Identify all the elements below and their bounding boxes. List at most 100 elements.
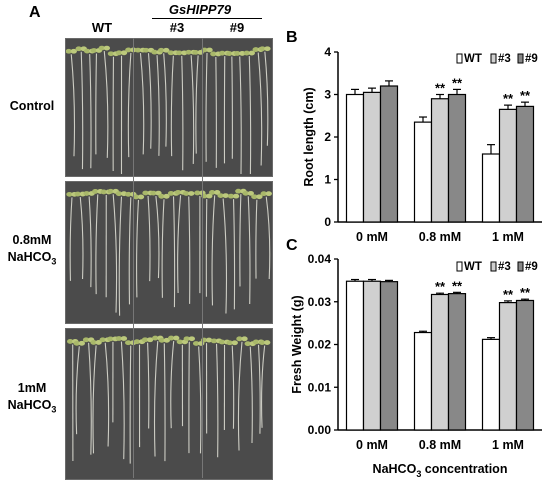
significance-label: ** (520, 285, 531, 300)
seedling-leaf (264, 46, 271, 52)
seedling-leaf (247, 190, 254, 196)
y-tick-label: 0.02 (308, 338, 332, 352)
seedling-leaf (151, 49, 158, 55)
x-tick-label: 1 mM (492, 230, 524, 244)
seedling-leaf (265, 191, 272, 197)
seedling-root (257, 52, 263, 166)
seedling-leaf (252, 47, 259, 52)
significance-label: ** (435, 81, 446, 96)
bar (515, 299, 535, 431)
seedling-root (181, 55, 184, 171)
seedling-root (112, 194, 118, 313)
seedling-leaf (188, 336, 195, 342)
x-tick-label: 1 mM (492, 438, 524, 452)
seedling-leaf (252, 339, 260, 345)
seedling-root (139, 53, 145, 155)
seedling-leaf (150, 190, 157, 196)
seedling-leaf (167, 191, 175, 196)
seedling-root (222, 198, 228, 314)
seedling-root (88, 342, 92, 455)
gene-underline (152, 18, 262, 19)
chart-fresh-weight: 0.00 0.01 0.02 0.03 0.04 Fresh Weight (g) 0 mM… (290, 252, 542, 479)
seedling-leaf (183, 191, 190, 196)
panel-b-letter: B (286, 29, 298, 46)
seedling-leaf (218, 339, 226, 345)
seedling-leaf (258, 340, 266, 345)
seedling-leaf (100, 189, 107, 195)
seedling-leaf (244, 341, 251, 347)
legend-label: #3 (498, 53, 511, 65)
seedling-photo-0-8mm (65, 181, 273, 324)
seedling-leaf (227, 193, 235, 199)
seedling-root (136, 199, 140, 298)
seedling-leaf (243, 50, 250, 56)
seedling-root (156, 55, 160, 156)
significance-label: ** (520, 88, 531, 103)
seedling-root (177, 195, 182, 294)
seedling-leaf (115, 336, 123, 341)
seedling-root (198, 346, 202, 454)
seedling-root (249, 346, 253, 444)
seedling-root (70, 54, 76, 157)
legend-swatch (490, 261, 497, 272)
seedling-leaf (142, 47, 150, 53)
seedling-leaf (251, 194, 258, 200)
seedling-leaf (167, 335, 175, 341)
seedling-leaf (107, 51, 115, 57)
seedling-leaf (132, 194, 140, 200)
seedling-root (118, 196, 123, 316)
seedling-photo-control (65, 38, 273, 177)
seedling-leaf (107, 188, 114, 194)
seedling-root (205, 52, 208, 162)
bar (515, 105, 535, 223)
bar (430, 98, 450, 223)
legend-swatch (490, 53, 497, 64)
column-header-wt: WT (91, 20, 113, 35)
seedling-leaf (234, 51, 241, 56)
bar (413, 331, 433, 431)
seedling-leaf (176, 339, 184, 345)
seedling-root (264, 51, 269, 146)
seedling-leaf (103, 45, 110, 51)
seedling-leaf (83, 191, 90, 196)
seedling-root (248, 56, 252, 175)
seedling-leaf (75, 46, 82, 52)
seedling-leaf (90, 340, 97, 345)
seedling-leaf (70, 48, 77, 54)
seedling-leaf (98, 45, 105, 51)
seedling-leaf (260, 191, 267, 197)
bar (379, 85, 399, 223)
seedling-leaf (125, 340, 132, 346)
significance-label: ** (452, 75, 463, 90)
seedling-root (231, 56, 233, 159)
significance-label: ** (503, 91, 514, 106)
seedling-root (257, 344, 261, 434)
seedlings-1mm (66, 335, 271, 464)
seedling-leaf (158, 47, 165, 53)
legend-label: #3 (498, 261, 511, 273)
seedling-root (80, 51, 84, 170)
seedlings-control (66, 45, 271, 175)
seedling-leaf (205, 337, 213, 343)
x-tick-label: 0.8 mM (419, 230, 461, 244)
seedling-leaf (232, 193, 240, 199)
bar (345, 280, 365, 431)
bar (481, 338, 501, 431)
seedling-leaf (174, 189, 182, 195)
y-tick-label: 0.03 (308, 295, 332, 309)
seedling-leaf (235, 188, 242, 194)
seedling-root (89, 54, 92, 169)
panel-c-letter: C (286, 237, 298, 254)
seedling-leaf (172, 335, 180, 341)
seedling-root (170, 341, 175, 429)
significance-label: ** (503, 287, 514, 302)
seedling-photo-1mm (65, 328, 273, 480)
seedling-root (95, 53, 97, 155)
seedling-leaf (115, 50, 123, 56)
bar (362, 91, 382, 223)
seedling-leaf (176, 50, 183, 56)
seedling-root (265, 196, 271, 280)
seedling-leaf (192, 341, 200, 346)
column-header-line9: #9 (229, 20, 245, 35)
row-label-1mm: 1mM NaHCO3 (7, 381, 57, 415)
